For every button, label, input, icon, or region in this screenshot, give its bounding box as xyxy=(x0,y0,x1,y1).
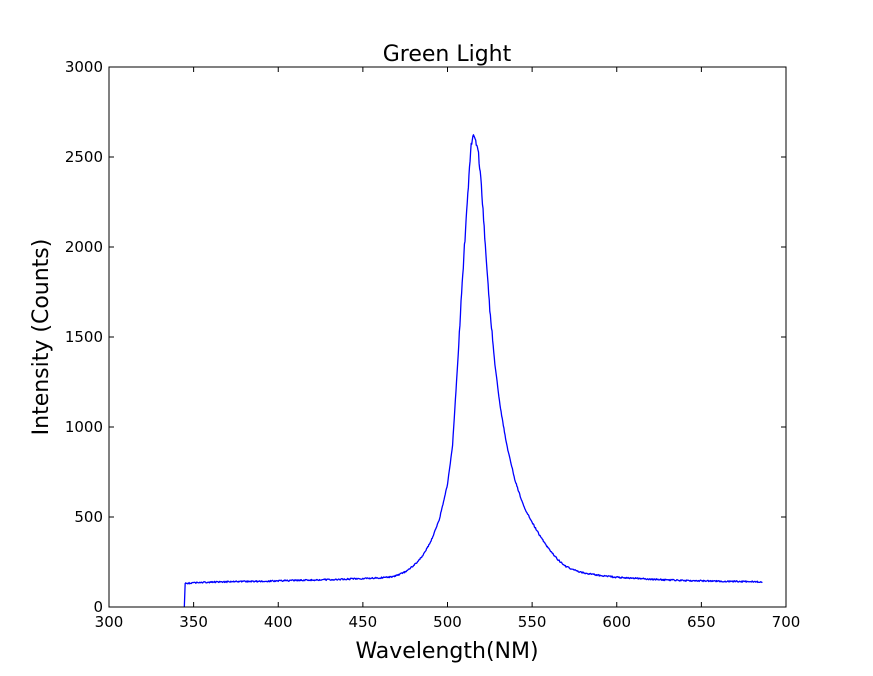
y-tick-label: 2500 xyxy=(65,148,103,166)
ticks-layer: 300 350 400 450 500 550 600 650 700 0 500 1000 1500 2… xyxy=(65,58,801,631)
y-tick-label: 3000 xyxy=(65,58,103,76)
series-layer xyxy=(183,134,763,608)
x-tick-label: 550 xyxy=(518,613,547,631)
y-tick-label: 1500 xyxy=(65,328,103,346)
x-tick-label: 500 xyxy=(433,613,462,631)
x-tick-label: 400 xyxy=(264,613,293,631)
chart-title: Green Light xyxy=(383,42,512,67)
x-tick-label: 450 xyxy=(349,613,378,631)
y-tick-label: 0 xyxy=(93,598,103,616)
plot-frame xyxy=(108,66,787,608)
y-tick-label: 1000 xyxy=(65,418,103,436)
y-axis-label: Intensity (Counts) xyxy=(29,239,54,436)
x-tick-label: 600 xyxy=(602,613,631,631)
y-tick-label: 500 xyxy=(74,508,103,526)
x-tick-label: 300 xyxy=(95,613,124,631)
y-tick-label: 2000 xyxy=(65,238,103,256)
x-axis-label: Wavelength(NM) xyxy=(355,639,538,664)
x-tick-label: 350 xyxy=(179,613,208,631)
x-tick-label: 650 xyxy=(687,613,716,631)
series-line xyxy=(183,134,763,608)
x-tick-label: 700 xyxy=(772,613,801,631)
